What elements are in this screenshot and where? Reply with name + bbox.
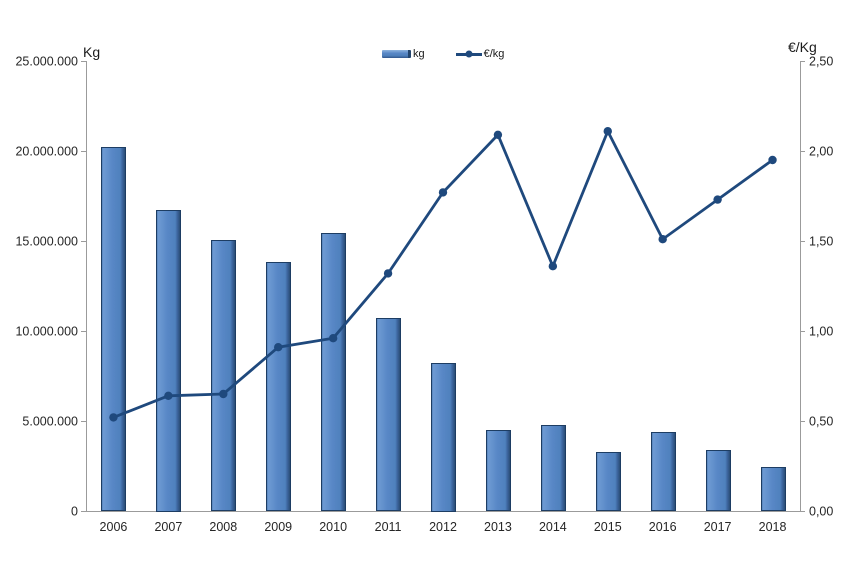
left-axis-tick-label: 0	[71, 505, 78, 519]
line-marker-2014	[548, 262, 558, 271]
right-axis-tick-label: 2,50	[809, 55, 833, 69]
right-axis-title: €/Kg	[788, 39, 817, 55]
line-marker-2010	[328, 334, 338, 343]
line-marker-2015	[603, 127, 612, 136]
bar-2015	[596, 452, 621, 511]
right-axis-tick-label: 2,00	[809, 145, 833, 159]
left-axis-tick-label: 5.000.000	[22, 415, 78, 429]
left-axis-tick-label: 10.000.000	[15, 325, 78, 339]
legend-label-kg: kg	[413, 48, 425, 60]
left-axis-tick-label: 20.000.000	[15, 145, 78, 159]
line-marker-2011	[383, 269, 393, 278]
bar-series-swatch-icon	[382, 50, 411, 58]
bar-2011	[376, 318, 401, 511]
x-axis-label-2014: 2014	[539, 520, 567, 534]
x-axis-label-2012: 2012	[429, 520, 457, 534]
left-axis-tick-label: 15.000.000	[15, 235, 78, 249]
line-marker-dot-icon	[465, 50, 473, 58]
bar-2008	[211, 240, 236, 511]
line-marker-2007	[164, 391, 173, 400]
right-axis-tick-label: 1,00	[809, 325, 833, 339]
bar-2012	[431, 363, 456, 512]
right-axis-tick-label: 1,50	[809, 235, 833, 249]
bar-2006	[101, 147, 126, 511]
line-marker-2018	[768, 155, 777, 165]
x-axis-label-2011: 2011	[375, 520, 402, 534]
bar-2016	[651, 432, 676, 511]
x-axis-label-2018: 2018	[759, 520, 787, 534]
x-axis-label-2016: 2016	[649, 520, 677, 534]
legend-item-eurkg: €/kg	[455, 48, 505, 60]
left-axis-tick-label: 25.000.000	[15, 55, 78, 69]
x-axis-label-2013: 2013	[484, 520, 512, 534]
x-axis-label-2015: 2015	[594, 520, 622, 534]
legend-item-kg: kg	[382, 48, 425, 60]
bar-2010	[321, 233, 346, 511]
line-marker-2012	[438, 188, 448, 197]
legend: kg €/kg	[382, 48, 504, 60]
x-axis-label-2010: 2010	[319, 520, 347, 534]
x-axis-label-2006: 2006	[100, 520, 128, 534]
x-axis-label-2007: 2007	[154, 520, 182, 534]
line-marker-2008	[219, 389, 228, 399]
bar-2018	[761, 467, 786, 511]
x-axis-label-2008: 2008	[209, 520, 237, 534]
line-marker-2006	[109, 413, 118, 422]
left-axis-title: Kg	[83, 44, 101, 60]
bar-2007	[156, 210, 181, 512]
right-axis-tick-label: 0,50	[809, 415, 833, 429]
right-axis-tick-label: 0,00	[809, 505, 833, 519]
x-axis-label-2009: 2009	[264, 520, 292, 534]
line-marker-2016	[658, 235, 667, 244]
line-marker-2013	[493, 130, 503, 139]
bar-2009	[266, 262, 291, 511]
line-marker-2017	[713, 195, 722, 204]
bar-2017	[706, 450, 731, 511]
bar-2013	[486, 430, 511, 511]
bar-2014	[541, 425, 566, 511]
line-series-swatch-icon	[455, 50, 482, 58]
line-marker-2009	[274, 343, 283, 352]
x-axis-label-2017: 2017	[704, 520, 732, 534]
legend-label-eurkg: €/kg	[483, 48, 505, 60]
